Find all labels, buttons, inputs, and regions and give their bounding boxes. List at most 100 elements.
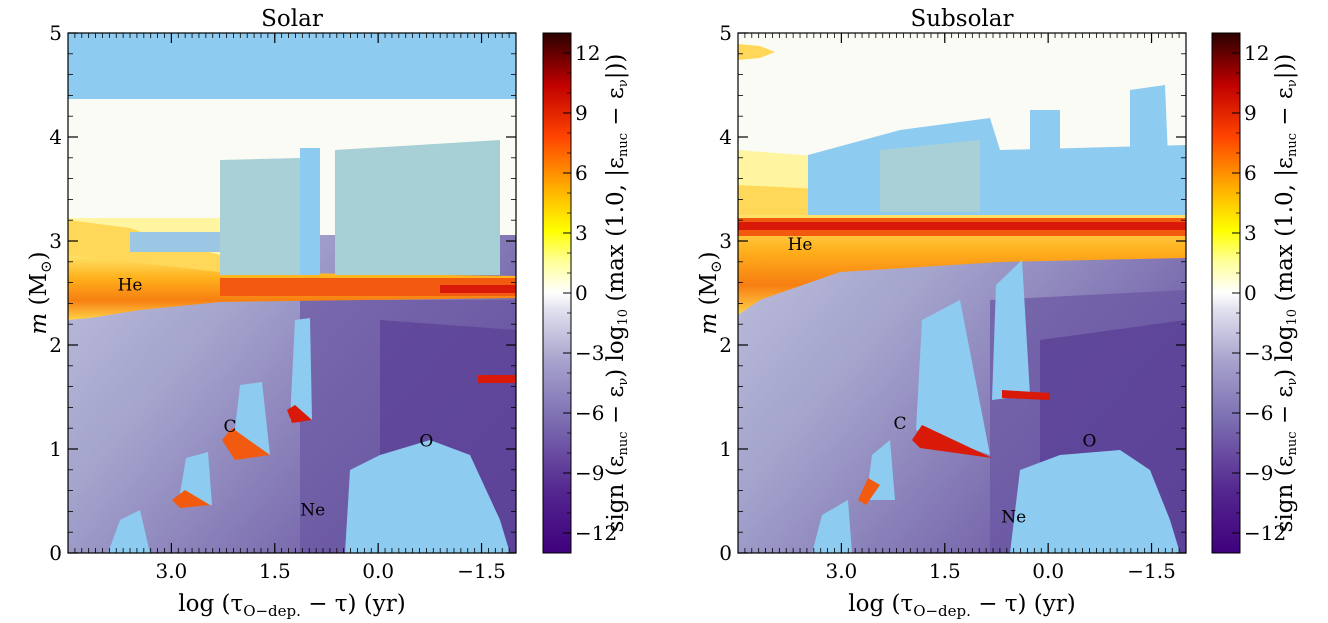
region-label-he: He	[788, 235, 813, 255]
core-convection-pocket-c3	[992, 260, 1030, 400]
colorbar-tick-label-subsolar: −9	[1244, 461, 1273, 485]
x-tick-label-solar: 1.5	[259, 559, 291, 583]
y-tick-label-subsolar: 3	[719, 229, 732, 253]
region-label-c: C	[893, 414, 906, 434]
colorbar-tick-label-subsolar: −12	[1244, 521, 1286, 545]
cbar-label-part: |))	[603, 54, 629, 80]
cbar-label-part: ν	[1285, 79, 1300, 87]
he-burning-hot	[440, 285, 516, 293]
cbar-label-part: 10	[616, 309, 631, 326]
svg-text:m (M⊙): m (M⊙)	[26, 251, 55, 334]
colorbar-tick-label-solar: −6	[575, 401, 604, 425]
cbar-label-part: (max (1.0, |ε	[603, 157, 629, 309]
y-label-units: (M	[26, 273, 52, 313]
region-label-ne: Ne	[300, 500, 325, 520]
cbar-label-part: sign (ε	[1272, 456, 1298, 533]
cbar-label-part: − ε	[1272, 386, 1298, 432]
colorbar-label-solar: sign (εnuc − εν) log10 (max (1.0, |εnuc …	[603, 54, 631, 533]
svg-text:sign (εnuc − εν) log10 (max (1: sign (εnuc − εν) log10 (max (1.0, |εnuc …	[1272, 54, 1300, 533]
colorbar-tick-label-solar: −9	[575, 461, 604, 485]
region-label-o: O	[419, 432, 433, 452]
he-convection-zone-1	[220, 158, 300, 275]
he-convection-zone-2	[300, 148, 320, 275]
core-convection-pocket-1	[812, 500, 852, 553]
o-core-convection-zone	[345, 440, 510, 553]
colorbar-tick-label-solar: −12	[575, 521, 617, 545]
y-tick-label-solar: 0	[49, 541, 62, 565]
y-label-var: m	[26, 313, 52, 335]
y-axis-label-solar: m (M⊙)	[26, 251, 55, 334]
cbar-label-part: − ε	[1272, 87, 1298, 133]
cbar-label-part: ν	[1285, 378, 1300, 386]
colorbar-tick-label-subsolar: 6	[1244, 161, 1257, 185]
he-convection-zone-3	[1030, 110, 1060, 210]
region-label-o: O	[1083, 432, 1097, 452]
chart-title-subsolar: Subsolar	[910, 6, 1013, 32]
region-label-ne: Ne	[1001, 508, 1026, 528]
colorbar-tick-label-solar: 6	[575, 161, 588, 185]
he-burning-hot	[738, 222, 1186, 230]
y-label-units: (M	[696, 273, 722, 313]
x-label-sub: O−dep.	[913, 602, 971, 620]
surface-convection-zone	[68, 33, 516, 99]
y-tick-label-solar: 2	[49, 333, 62, 357]
surface-yellow-blob	[738, 44, 775, 60]
y-tick-label-subsolar: 4	[719, 125, 732, 149]
c-burning-flash-2	[912, 425, 992, 458]
y-tick-label-solar: 4	[49, 125, 62, 149]
he-convection-zone-3	[335, 140, 500, 275]
x-axis-label-solar: log (τO−dep. − τ) (yr)	[178, 591, 406, 620]
cbar-label-part: nuc	[616, 133, 631, 157]
cbar-label-part: nuc	[616, 431, 631, 455]
x-tick-label-subsolar: 1.5	[929, 559, 961, 583]
colorbar-tick-label-solar: 0	[575, 281, 588, 305]
x-tick-label-solar: −1.5	[457, 559, 506, 583]
colorbar-tick-label-subsolar: 12	[1244, 41, 1269, 65]
x-tick-label-solar: 0.0	[362, 559, 394, 583]
x-tick-label-subsolar: 0.0	[1032, 559, 1064, 583]
y-label-close: )	[26, 251, 52, 260]
x-label-suffix: − τ) (yr)	[301, 591, 406, 617]
c-burning-flash-1	[172, 490, 210, 508]
cbar-label-part: 10	[1285, 309, 1300, 326]
core-convection-pocket-1	[108, 510, 150, 553]
y-tick-label-solar: 5	[49, 21, 62, 45]
panel-subsolar	[738, 33, 1186, 553]
x-label-sub: O−dep.	[243, 602, 301, 620]
cbar-label-part: − ε	[603, 386, 629, 432]
region-label-he: He	[118, 276, 143, 296]
y-tick-label-solar: 1	[49, 437, 62, 461]
colorbar-label-subsolar: sign (εnuc − εν) log10 (max (1.0, |εnuc …	[1272, 54, 1300, 533]
generated-axes: 3.0 1.5 0.0 −1.5012345HeCNeO−12−9−6−3036912…	[49, 21, 1286, 583]
svg-text:sign (εnuc − εν) log10 (max (1: sign (εnuc − εν) log10 (max (1.0, |εnuc …	[603, 54, 631, 533]
colorbar-tick-label-solar: 9	[575, 101, 588, 125]
y-label-close: )	[696, 251, 722, 260]
axes-frame-subsolar	[737, 32, 1187, 554]
he-convection-zone-2	[880, 140, 980, 212]
y-tick-label-subsolar: 2	[719, 333, 732, 357]
c-burning-flash-1	[858, 478, 880, 505]
y-tick-label-solar: 3	[49, 229, 62, 253]
cbar-label-part: nuc	[1285, 431, 1300, 455]
axes-frame-solar	[67, 32, 517, 554]
y-label-var: m	[696, 313, 722, 335]
colorbar-tick-label-subsolar: 9	[1244, 101, 1257, 125]
x-tick-label-solar: 3.0	[155, 559, 187, 583]
x-tick-label-subsolar: 3.0	[825, 559, 857, 583]
chart-title-solar: Solar	[261, 6, 323, 32]
colorbar-tick-label-subsolar: 3	[1244, 221, 1257, 245]
y-label-sun: ⊙	[707, 260, 725, 273]
core-convection-pocket-c3	[290, 318, 312, 420]
cbar-label-part: − ε	[603, 87, 629, 133]
c-burning-flash-2	[222, 428, 270, 460]
he-convection-zone-4	[130, 232, 220, 252]
colorbar-tick-label-solar: −3	[575, 341, 604, 365]
y-tick-label-subsolar: 0	[719, 541, 732, 565]
x-label-prefix: log (τ	[848, 591, 913, 617]
x-label-prefix: log (τ	[178, 591, 243, 617]
cbar-label-part: |))	[1272, 54, 1298, 80]
cbar-label-part: ) log	[1272, 325, 1298, 377]
panel-solar	[68, 33, 516, 553]
core-convection-pocket-c2	[916, 300, 990, 455]
